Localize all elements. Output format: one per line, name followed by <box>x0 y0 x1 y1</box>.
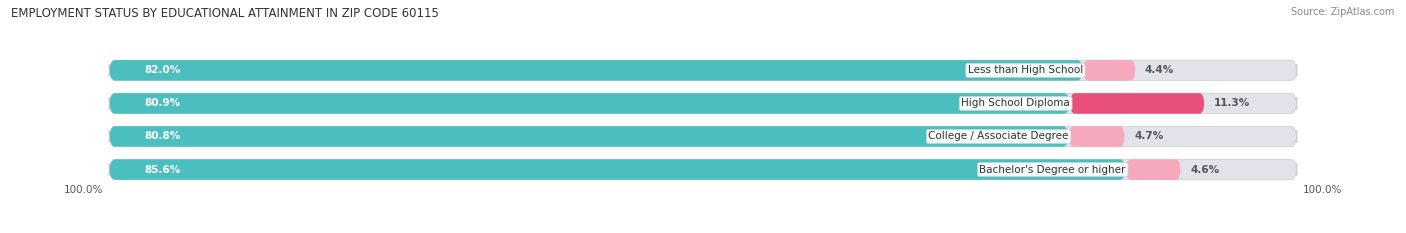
Text: 80.9%: 80.9% <box>145 98 181 108</box>
FancyBboxPatch shape <box>110 60 1083 81</box>
FancyBboxPatch shape <box>1069 126 1125 147</box>
Text: 4.7%: 4.7% <box>1135 131 1163 141</box>
Text: Bachelor's Degree or higher: Bachelor's Degree or higher <box>980 164 1126 175</box>
Text: 4.6%: 4.6% <box>1189 164 1219 175</box>
Text: College / Associate Degree: College / Associate Degree <box>928 131 1069 141</box>
FancyBboxPatch shape <box>1126 159 1181 180</box>
Text: 80.8%: 80.8% <box>145 131 181 141</box>
Text: 4.4%: 4.4% <box>1144 65 1174 75</box>
Text: 11.3%: 11.3% <box>1213 98 1250 108</box>
Text: Source: ZipAtlas.com: Source: ZipAtlas.com <box>1291 7 1395 17</box>
FancyBboxPatch shape <box>110 126 1069 147</box>
FancyBboxPatch shape <box>110 93 1070 114</box>
FancyBboxPatch shape <box>110 93 1296 114</box>
FancyBboxPatch shape <box>110 126 1296 147</box>
FancyBboxPatch shape <box>110 159 1126 180</box>
Text: 82.0%: 82.0% <box>145 65 181 75</box>
FancyBboxPatch shape <box>110 60 1296 81</box>
Text: Less than High School: Less than High School <box>967 65 1083 75</box>
FancyBboxPatch shape <box>1070 93 1205 114</box>
Text: 100.0%: 100.0% <box>63 185 103 195</box>
Text: 100.0%: 100.0% <box>1303 185 1343 195</box>
Text: EMPLOYMENT STATUS BY EDUCATIONAL ATTAINMENT IN ZIP CODE 60115: EMPLOYMENT STATUS BY EDUCATIONAL ATTAINM… <box>11 7 439 20</box>
FancyBboxPatch shape <box>1083 60 1136 81</box>
FancyBboxPatch shape <box>110 159 1296 180</box>
Text: High School Diploma: High School Diploma <box>962 98 1070 108</box>
Text: 85.6%: 85.6% <box>145 164 181 175</box>
